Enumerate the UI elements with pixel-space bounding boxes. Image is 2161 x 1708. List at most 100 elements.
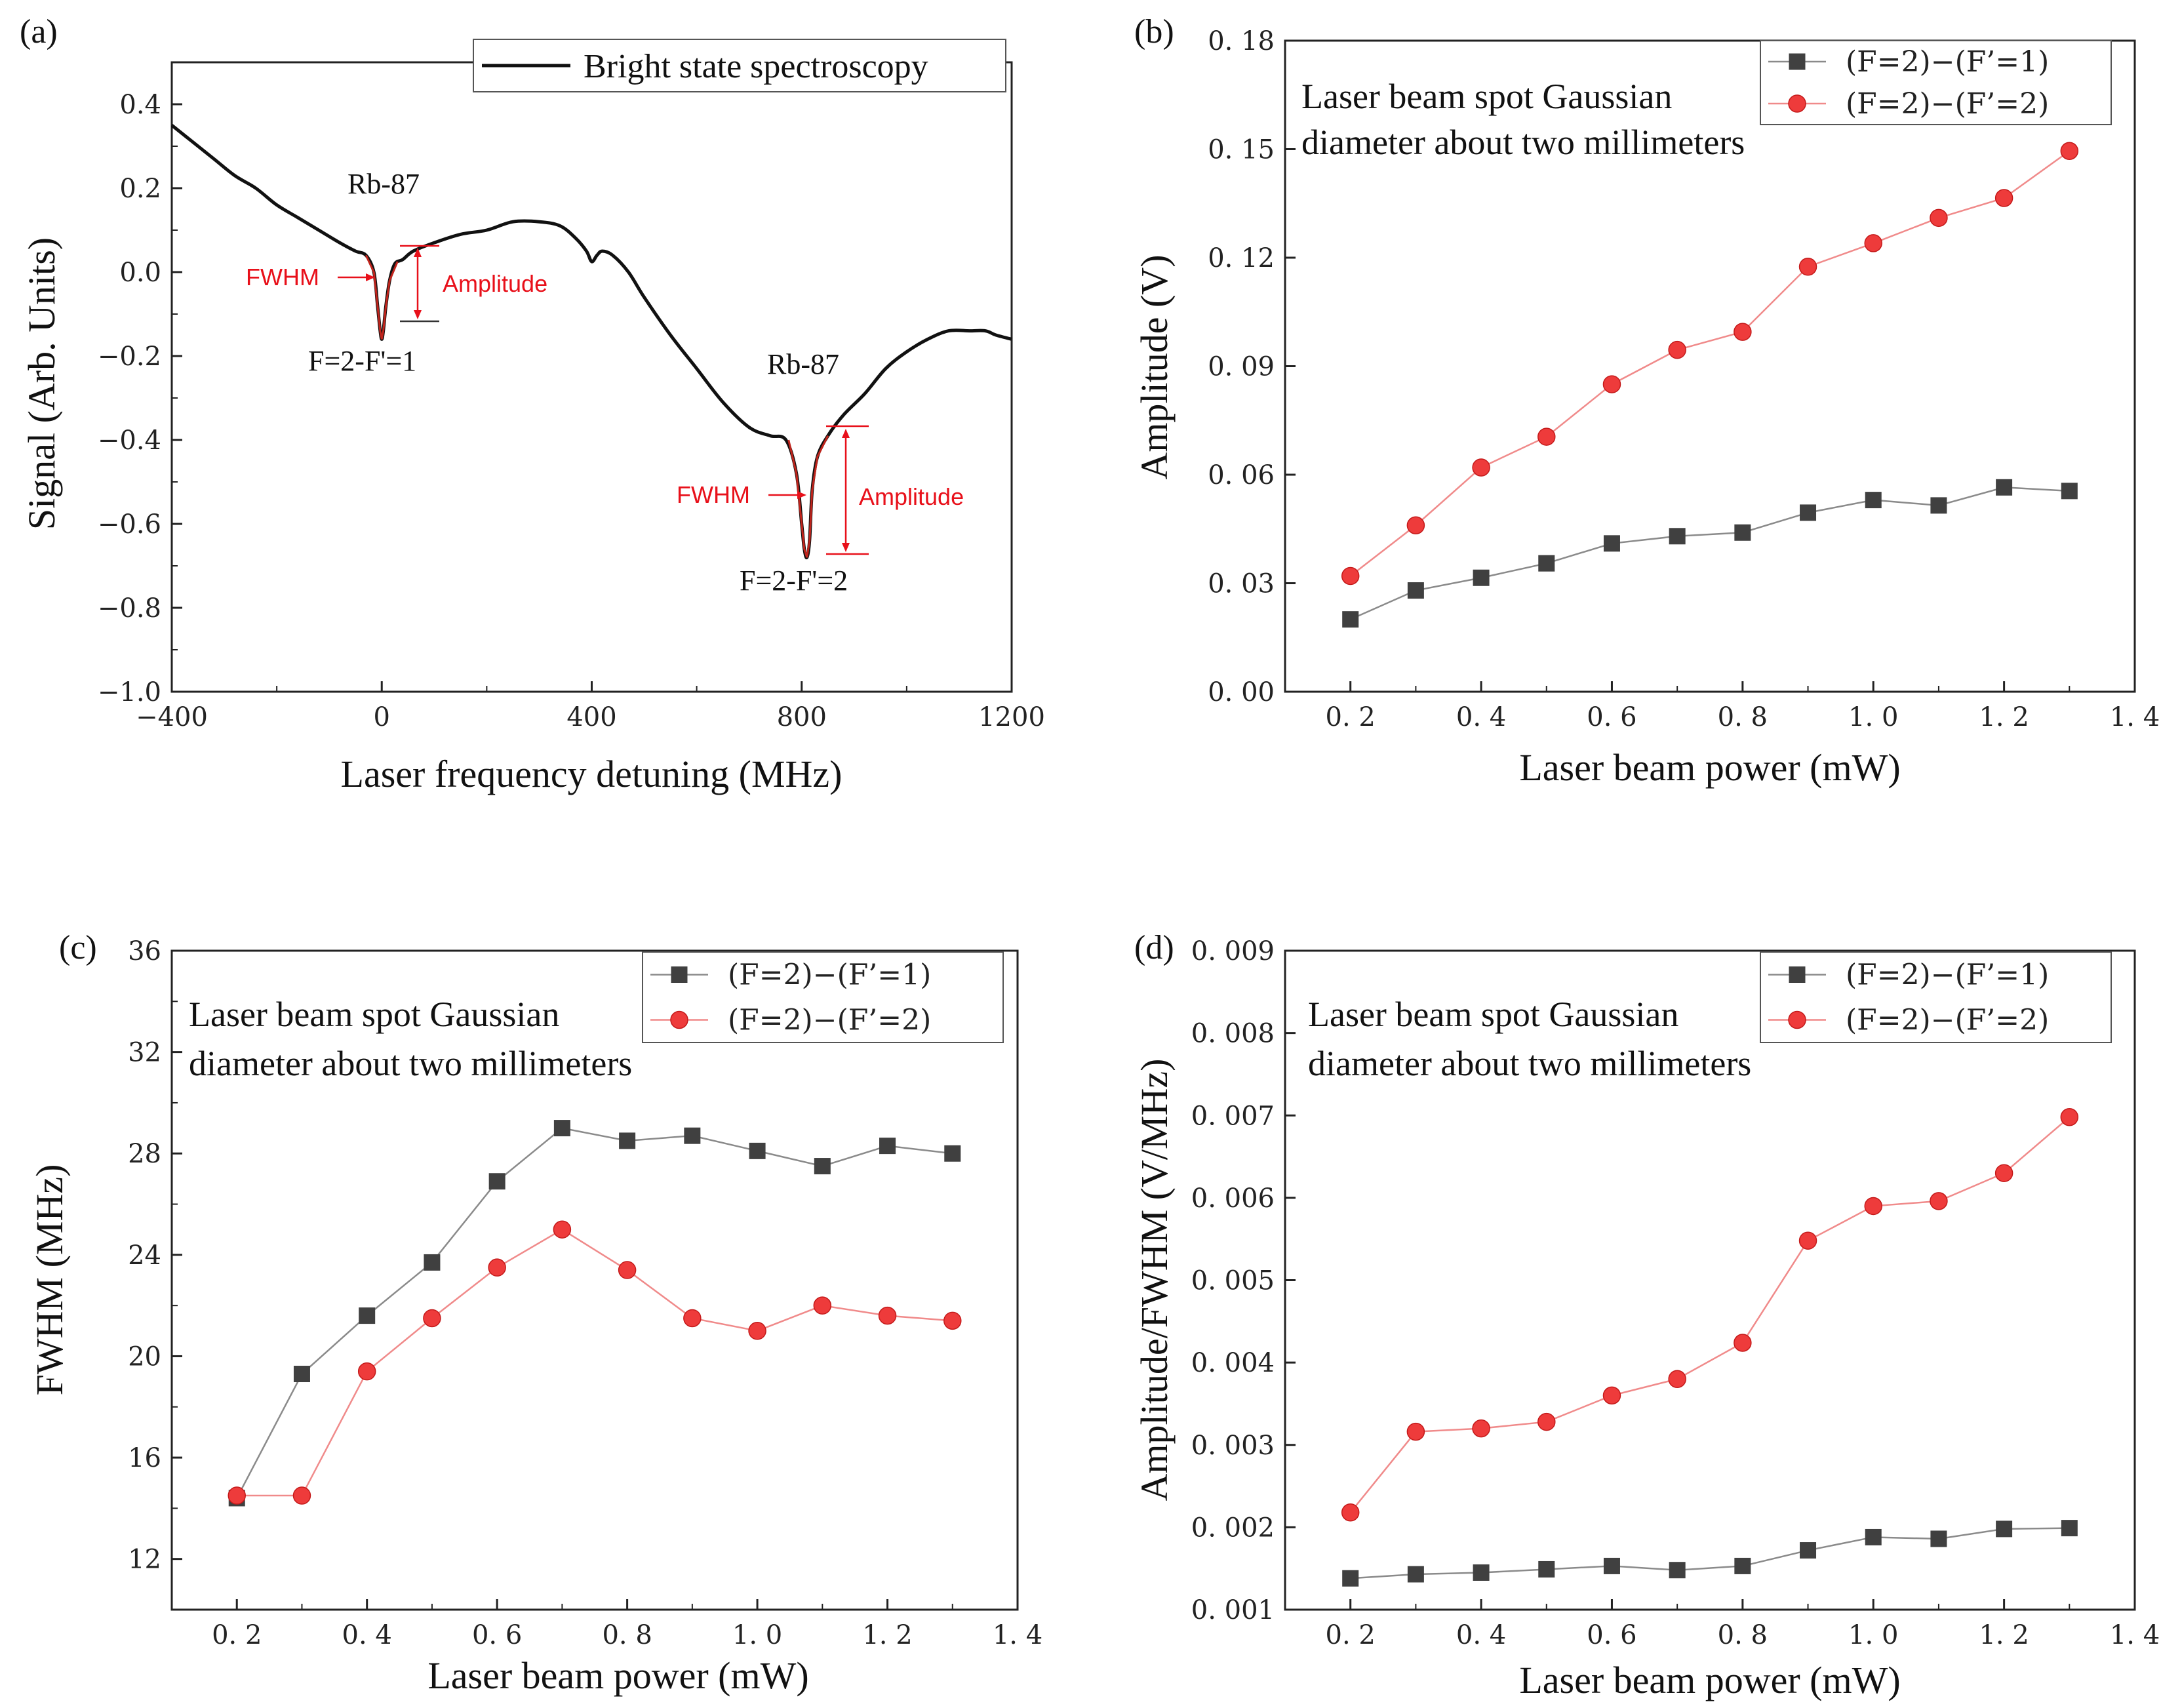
y-tick-label: 0. 12 [1208,243,1275,273]
y-tick-label: 0.2 [119,174,161,204]
data-point-series-1 [2061,1520,2078,1537]
y-tick-label: −0.8 [98,593,161,624]
panel-label: (d) [1134,929,1174,966]
legend-box [1760,40,2112,125]
x-tick-label: 1. 2 [862,1620,912,1650]
x-tick-label: 1. 2 [1979,1620,2029,1650]
peak1-fwhm-label: FWHM [246,264,319,290]
note-line-2: diameter about two millimeters [189,1044,632,1083]
data-point-series-1 [553,1120,570,1137]
series-line-1 [236,1127,953,1499]
lorentz-fit-2 [787,435,829,558]
x-tick-label: 0 [374,702,390,732]
peak2-fwhm-arrowhead [797,491,806,499]
y-tick-label: 0. 18 [1208,26,1275,56]
data-point-series-1 [1669,528,1686,545]
data-point-series-2 [1472,458,1490,477]
y-tick-label: 32 [128,1038,161,1068]
data-point-series-2 [1406,516,1425,534]
data-point-series-1 [1734,1557,1751,1574]
data-point-series-2 [1994,189,2013,207]
legend-box [642,951,1004,1043]
x-tick-label: 0. 8 [1718,702,1768,732]
x-axis-title: Laser frequency detuning (MHz) [341,753,843,795]
data-point-series-2 [1734,323,1752,341]
data-point-series-2 [1602,1386,1621,1405]
plot-frame [170,61,1013,693]
data-point-series-1 [1342,1570,1359,1587]
legend-marker [1789,966,1806,983]
x-tick-label: 1. 0 [732,1620,782,1650]
peak2-transition: F=2-F'=2 [740,565,848,597]
x-tick-label: 0. 6 [472,1620,522,1650]
y-tick-label: 0. 006 [1191,1183,1275,1214]
data-point-series-1 [1996,1520,2013,1538]
y-axis-title: Amplitude/FWHM (V/MHz) [1133,1059,1176,1501]
x-tick-label: 400 [566,702,616,732]
data-point-series-2 [1341,1503,1360,1522]
x-tick-label: 0. 4 [1456,1620,1506,1650]
data-point-series-2 [1341,566,1360,586]
data-point-series-1 [1342,611,1359,628]
peak2-amp-arrowhead-up [842,429,850,438]
y-tick-label: 0. 002 [1191,1513,1275,1543]
note-line-2: diameter about two millimeters [1301,123,1745,162]
x-tick-label: 1200 [978,702,1045,732]
legend-marker [671,966,688,983]
legend-box [1760,951,2112,1043]
data-point-series-1 [1603,1557,1620,1574]
y-tick-label: 12 [128,1545,161,1575]
peak2-amplitude-label: Amplitude [859,483,964,510]
data-point-series-1 [1603,535,1620,552]
y-axis-title: Amplitude (V) [1133,254,1176,479]
data-point-series-1 [944,1145,961,1162]
data-point-series-1 [619,1132,636,1149]
y-tick-label: 0. 00 [1208,677,1275,707]
data-point-series-2 [228,1486,246,1505]
data-point-series-1 [684,1127,701,1144]
data-point-series-1 [1407,1566,1424,1583]
peak2-amp-arrowhead-down [842,543,850,552]
y-tick-label: 0. 06 [1208,460,1275,490]
data-point-series-2 [2060,1108,2079,1126]
data-point-series-1 [1538,1560,1555,1578]
data-point-series-2 [1537,427,1556,446]
panel-a: −400 0 400 800 1200 0.4 0.2 0.0 −0.2 −0.4 −0.6 −0.8… [20,13,1045,795]
data-point-series-2 [1864,1197,1882,1216]
note-line-1: Laser beam spot Gaussian [1301,77,1672,116]
data-point-series-2 [1798,258,1817,276]
x-tick-label: 0. 8 [602,1620,652,1650]
data-point-series-1 [424,1254,441,1271]
x-tick-label: 1. 0 [1848,1620,1898,1650]
y-tick-label: 0. 009 [1191,936,1275,966]
data-point-series-2 [1930,1192,1948,1210]
peak1-amp-arrowhead-down [414,310,422,319]
y-tick-label: −0.4 [98,426,161,456]
x-tick-label: 800 [777,702,827,732]
data-point-series-1 [1473,569,1490,586]
data-point-series-1 [1473,1564,1490,1581]
data-point-series-1 [359,1307,376,1324]
x-tick-label: 0. 6 [1587,1620,1636,1650]
y-tick-label: 24 [128,1241,161,1271]
data-point-series-2 [553,1220,572,1239]
legend-label: (F=2)−(F’=2) [1846,1004,2049,1037]
data-point-series-2 [423,1309,441,1328]
y-tick-label: 0. 004 [1191,1348,1275,1378]
note-line-2: diameter about two millimeters [1308,1044,1751,1083]
peak1-label: Rb-87 [347,168,420,200]
data-point-series-2 [1734,1334,1752,1352]
legend-label: (F=2)−(F’=1) [1846,45,2049,79]
x-axis-title: Laser beam power (mW) [427,1654,808,1697]
y-tick-label: 16 [128,1443,161,1473]
peak1-transition: F=2-F'=1 [308,345,416,377]
legend-label: (F=2)−(F’=2) [728,1004,931,1037]
note-line-1: Laser beam spot Gaussian [189,995,559,1034]
y-tick-label: 28 [128,1139,161,1169]
x-tick-label: 0. 2 [1326,702,1376,732]
series-line-2 [1349,150,2071,577]
y-tick-label: 0.0 [119,258,161,288]
x-tick-label: 1. 4 [993,1620,1042,1650]
data-point-series-2 [1537,1412,1556,1431]
peak2-label: Rb-87 [767,348,839,380]
